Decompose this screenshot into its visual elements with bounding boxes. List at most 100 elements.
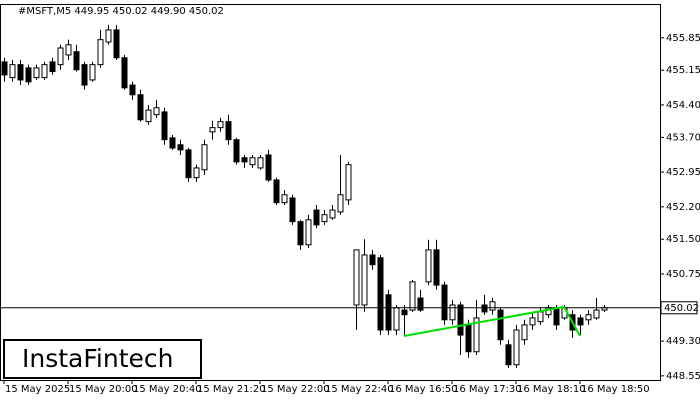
candle-body (137, 94, 144, 121)
candle-body (161, 111, 168, 141)
candle-body (441, 284, 448, 321)
candle-body (433, 249, 440, 286)
candle-body (393, 307, 400, 331)
candle-body (289, 197, 296, 223)
candle-body (169, 137, 176, 149)
logo: InstaFintech (22, 344, 174, 373)
plot-frame (0, 4, 661, 381)
x-tick-label: 16 May 17:30 (453, 384, 522, 395)
candle-body (1, 61, 8, 76)
candle-body (505, 344, 512, 366)
candle-body (257, 157, 264, 169)
candle-body (177, 144, 184, 151)
y-tick-label: 451.50 (666, 234, 700, 245)
candle-body (345, 164, 352, 201)
candle-body (185, 149, 192, 179)
candle-body (361, 254, 368, 306)
y-tick-label: 452.95 (666, 167, 700, 178)
candle-body (225, 121, 232, 141)
candle-body (265, 154, 272, 181)
chart-title: #MSFT,M5 449.95 450.02 449.90 450.02 (18, 6, 224, 17)
candle-body (297, 221, 304, 246)
candle-body (313, 209, 320, 226)
x-tick-label: 15 May 20:40 (133, 384, 202, 395)
candle-body (97, 39, 104, 66)
candle-body (329, 209, 336, 219)
candle-body (465, 324, 472, 353)
x-tick-label: 15 May 22:00 (261, 384, 330, 395)
candle-body (529, 317, 536, 326)
candle-body (417, 297, 424, 311)
y-tick-label: 455.85 (666, 33, 700, 44)
candle-body (9, 64, 16, 79)
x-tick-label: 15 May 21:20 (197, 384, 266, 395)
candle-body (585, 314, 592, 321)
candle-body (81, 64, 88, 86)
candle-body (385, 294, 392, 331)
candle-body (369, 254, 376, 266)
x-tick-label: 15 May 20:00 (69, 384, 138, 395)
candle-body (449, 304, 456, 321)
candle-body (281, 194, 288, 204)
y-tick-label: 449.30 (666, 336, 700, 347)
candle-body (305, 219, 312, 246)
x-tick-label: 16 May 18:10 (517, 384, 586, 395)
current-price-label: 450.02 (664, 303, 699, 314)
candle-body (401, 309, 408, 316)
candle-body (49, 61, 56, 73)
candle-body (89, 64, 96, 81)
x-tick-label: 15 May 22:40 (325, 384, 394, 395)
y-tick-label: 454.40 (666, 100, 700, 111)
candle-body (249, 157, 256, 166)
candle-body (57, 47, 64, 66)
candle-body (129, 84, 136, 96)
y-tick-label: 448.55 (666, 371, 700, 382)
candle-body (377, 257, 384, 331)
candle-body (457, 304, 464, 336)
candle-body (497, 309, 504, 341)
candle-body (145, 109, 152, 123)
candle-body (105, 29, 112, 43)
x-tick-label: 16 May 16:50 (389, 384, 458, 395)
candle-body (217, 121, 224, 129)
candle-body (209, 127, 216, 133)
candle-body (273, 179, 280, 204)
candle-body (489, 301, 496, 311)
y-tick-label: 453.70 (666, 132, 700, 143)
candle-body (321, 214, 328, 223)
candle-body (25, 67, 32, 83)
candle-body (425, 249, 432, 283)
candle-body (537, 311, 544, 323)
candle-body (577, 317, 584, 326)
candle-body (201, 144, 208, 171)
current-price-box (660, 301, 698, 315)
candle-body (337, 194, 344, 213)
x-tick-label: 15 May 2025 (5, 384, 70, 395)
candle-body (41, 64, 48, 79)
candle-body (481, 304, 488, 313)
candle-body (233, 139, 240, 163)
y-tick-label: 450.75 (666, 269, 700, 280)
y-tick-label: 452.20 (666, 202, 700, 213)
candle-body (121, 57, 128, 89)
candle-body (353, 249, 360, 306)
candle-body (241, 157, 248, 163)
y-tick-label: 455.15 (666, 65, 700, 76)
candle-body (153, 107, 160, 116)
candle-body (553, 307, 560, 326)
candle-body (33, 67, 40, 79)
candle-body (473, 317, 480, 353)
candle-body (521, 324, 528, 341)
logo-box (3, 339, 202, 379)
candle-body (73, 51, 80, 71)
candle-body (65, 44, 72, 56)
candle-body (193, 167, 200, 179)
candle-body (513, 329, 520, 366)
candle-body (17, 64, 24, 81)
candle-body (409, 281, 416, 311)
candle-body (593, 309, 600, 319)
candle-body (113, 29, 120, 59)
pattern-line (403, 305, 581, 337)
x-tick-label: 16 May 18:50 (581, 384, 650, 395)
